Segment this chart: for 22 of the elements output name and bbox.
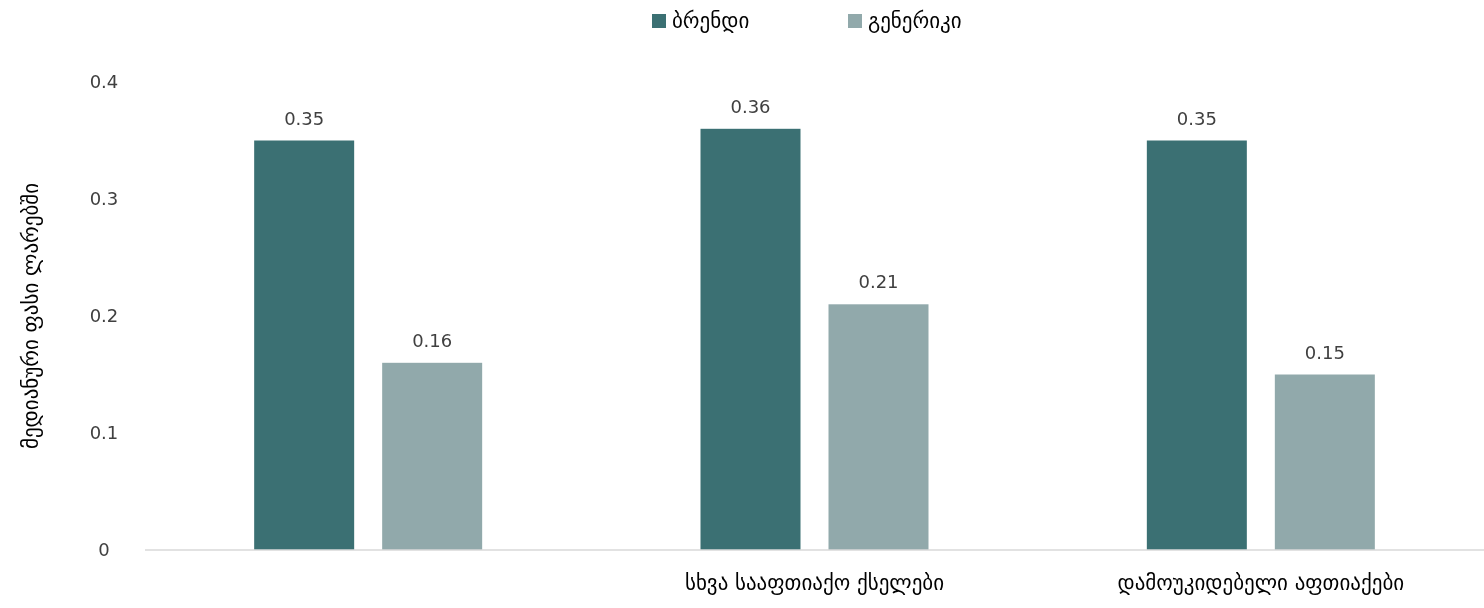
y-tick-label: 0.3 (89, 188, 119, 209)
data-label: 0.35 (284, 107, 325, 129)
bar (254, 140, 355, 550)
data-label: 0.35 (1176, 107, 1217, 129)
bar (1146, 140, 1247, 550)
y-axis-title: მედიანური ფასი ლარებში (19, 182, 43, 450)
bar (828, 304, 929, 550)
x-tick-label: დამოუკიდებელი აფთიაქები (1117, 571, 1405, 595)
data-label: 0.21 (858, 271, 899, 293)
legend-label: ბრენდი (672, 9, 750, 33)
data-label: 0.36 (730, 95, 771, 117)
bar (700, 128, 801, 550)
y-tick-label: 0.4 (89, 71, 119, 92)
y-tick-label: 0.1 (89, 422, 119, 443)
bar (1274, 374, 1375, 550)
legend-label: გენერიკი (868, 9, 962, 33)
x-tick-label: სხვა სააფთიაქო ქსელები (684, 571, 945, 595)
data-label: 0.15 (1304, 341, 1345, 363)
y-tick-label: 0.2 (89, 305, 119, 326)
y-tick-label: 0 (98, 539, 110, 560)
bar (382, 362, 483, 550)
data-label: 0.16 (412, 329, 453, 351)
